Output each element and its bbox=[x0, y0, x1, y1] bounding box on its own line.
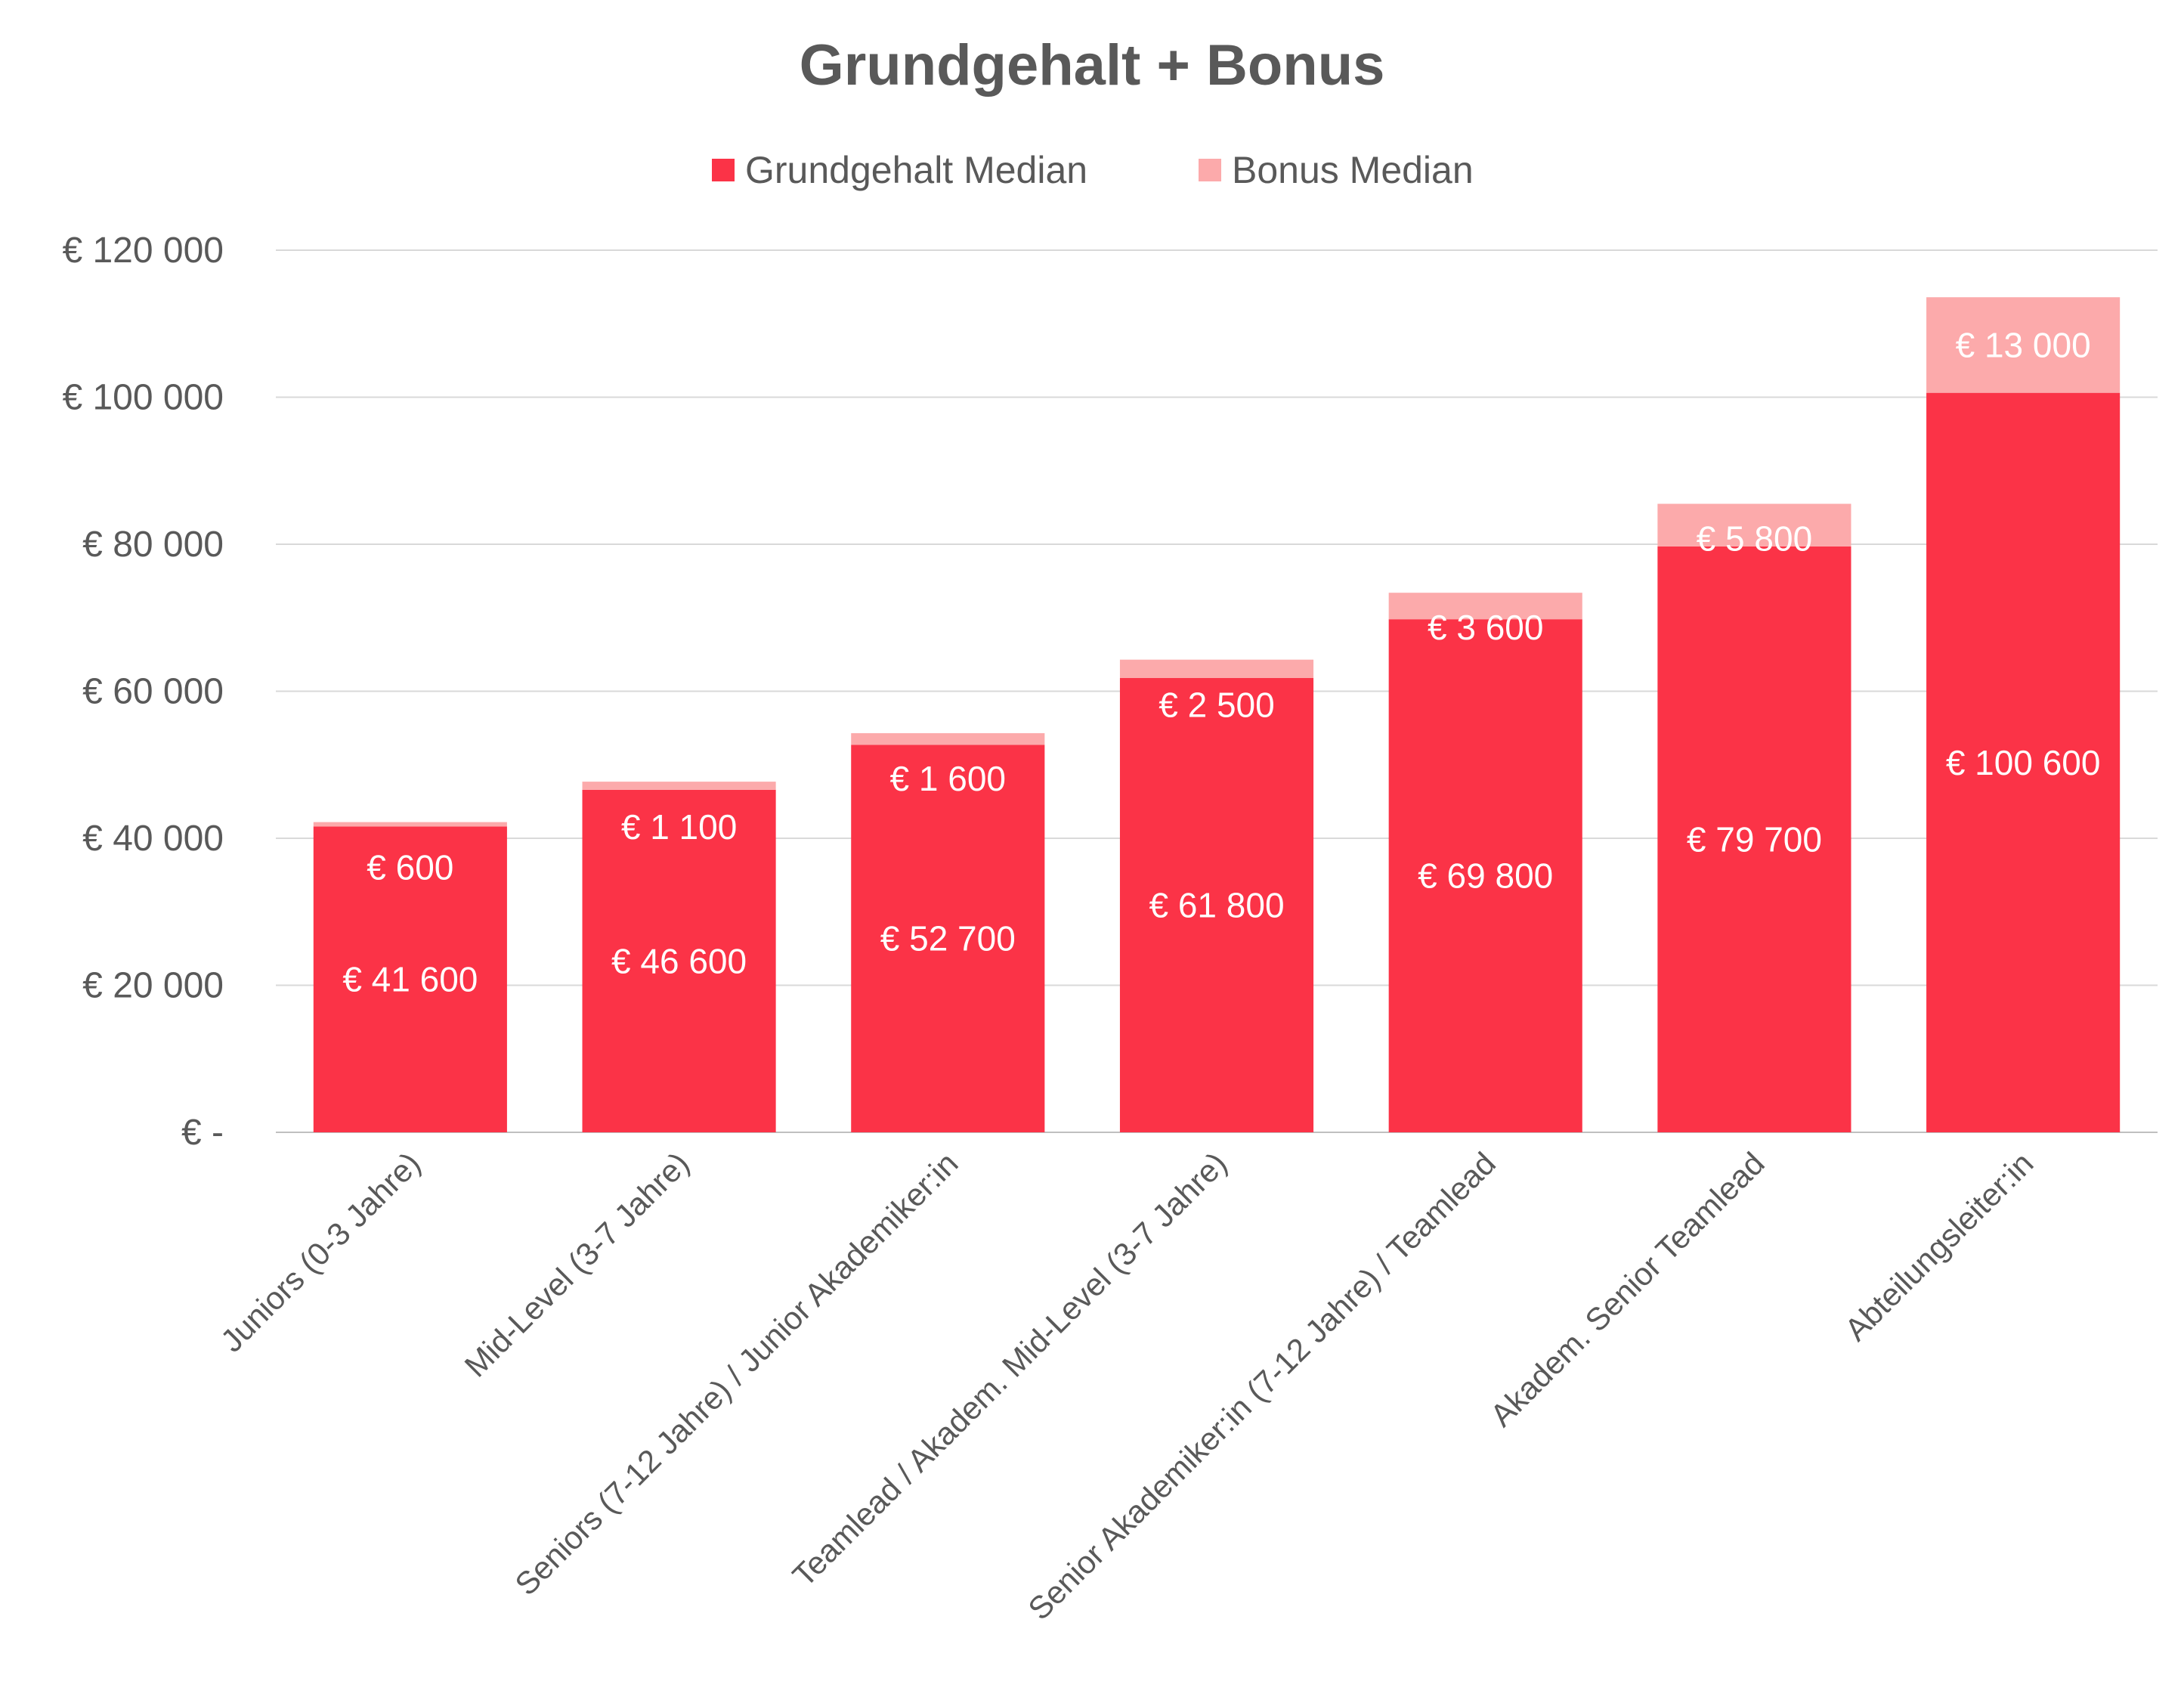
x-tick-label: Akadem. Senior Teamlead bbox=[1483, 1145, 1771, 1433]
x-tick-label: Seniors (7-12 Jahre) / Junior Akademiker… bbox=[508, 1145, 964, 1602]
bar-grundgehalt bbox=[313, 826, 507, 1132]
y-tick-label: € 80 000 bbox=[82, 525, 224, 565]
x-tick-label: Mid-Level (3-7 Jahre) bbox=[457, 1145, 695, 1383]
data-label-bonus: € 600 bbox=[367, 848, 453, 887]
data-label-bonus: € 1 100 bbox=[621, 807, 737, 847]
x-tick-label: Senior Akademiker:in (7-12 Jahre) / Team… bbox=[1021, 1145, 1502, 1627]
x-axis-ticks: Juniors (0-3 Jahre) Mid-Level (3-7 Jahre)… bbox=[214, 1145, 2040, 1627]
bar-bonus bbox=[1657, 503, 1851, 547]
bar-grundgehalt bbox=[582, 789, 776, 1132]
bars bbox=[313, 297, 2121, 1132]
bar-grundgehalt bbox=[1388, 619, 1582, 1132]
y-tick-label: € 40 000 bbox=[82, 819, 224, 859]
bar-bonus bbox=[851, 732, 1045, 745]
x-tick-label: Abteilungsleiter:in bbox=[1838, 1145, 2040, 1348]
x-tick-label: Juniors (0-3 Jahre) bbox=[214, 1145, 427, 1358]
y-tick-label: € 100 000 bbox=[62, 378, 224, 418]
data-label-bonus: € 2 500 bbox=[1159, 686, 1274, 725]
data-label-bonus: € 5 800 bbox=[1697, 519, 1812, 559]
y-tick-label: € - bbox=[181, 1113, 224, 1153]
bar-grundgehalt bbox=[851, 745, 1045, 1132]
data-label-grundgehalt: € 61 800 bbox=[1149, 885, 1284, 924]
legend-label-1: Bonus Median bbox=[1232, 149, 1474, 191]
data-label-bonus: € 13 000 bbox=[1956, 325, 2091, 364]
data-label-bonus: € 3 600 bbox=[1428, 608, 1543, 647]
data-label-grundgehalt: € 69 800 bbox=[1418, 856, 1553, 896]
bar-grundgehalt bbox=[1657, 546, 1851, 1132]
data-label-grundgehalt: € 79 700 bbox=[1687, 819, 1822, 859]
bar-grundgehalt bbox=[1926, 392, 2121, 1132]
data-label-bonus: € 1 600 bbox=[890, 759, 1006, 798]
y-tick-label: € 120 000 bbox=[62, 231, 224, 271]
y-axis-ticks: € - € 20 000 € 40 000 € 60 000 € 80 000 € 100… bbox=[62, 231, 224, 1153]
data-label-grundgehalt: € 46 600 bbox=[611, 941, 747, 980]
legend: Grundgehalt Median Bonus Median bbox=[712, 149, 1474, 191]
bar-bonus bbox=[1119, 659, 1314, 678]
bar-bonus bbox=[1388, 593, 1582, 620]
data-labels: € 41 600 € 600 € 46 600 € 1 100 € 52 700 € 1 … bbox=[342, 325, 2100, 999]
data-label-grundgehalt: € 100 600 bbox=[1946, 743, 2101, 782]
legend-swatch-0 bbox=[712, 159, 735, 181]
bar-bonus bbox=[313, 822, 507, 827]
legend-swatch-1 bbox=[1199, 159, 1221, 181]
data-label-grundgehalt: € 41 600 bbox=[342, 960, 478, 999]
data-label-grundgehalt: € 52 700 bbox=[880, 919, 1016, 958]
bar-bonus bbox=[1926, 297, 2121, 393]
bar-bonus bbox=[582, 782, 776, 790]
x-tick-label: Teamlead / Akadem. Mid-Level (3-7 Jahre) bbox=[786, 1145, 1234, 1593]
y-tick-label: € 20 000 bbox=[82, 966, 224, 1006]
bar-grundgehalt bbox=[1119, 677, 1314, 1132]
chart-title: Grundgehalt + Bonus bbox=[800, 33, 1385, 98]
legend-label-0: Grundgehalt Median bbox=[745, 149, 1087, 191]
y-tick-label: € 60 000 bbox=[82, 672, 224, 712]
